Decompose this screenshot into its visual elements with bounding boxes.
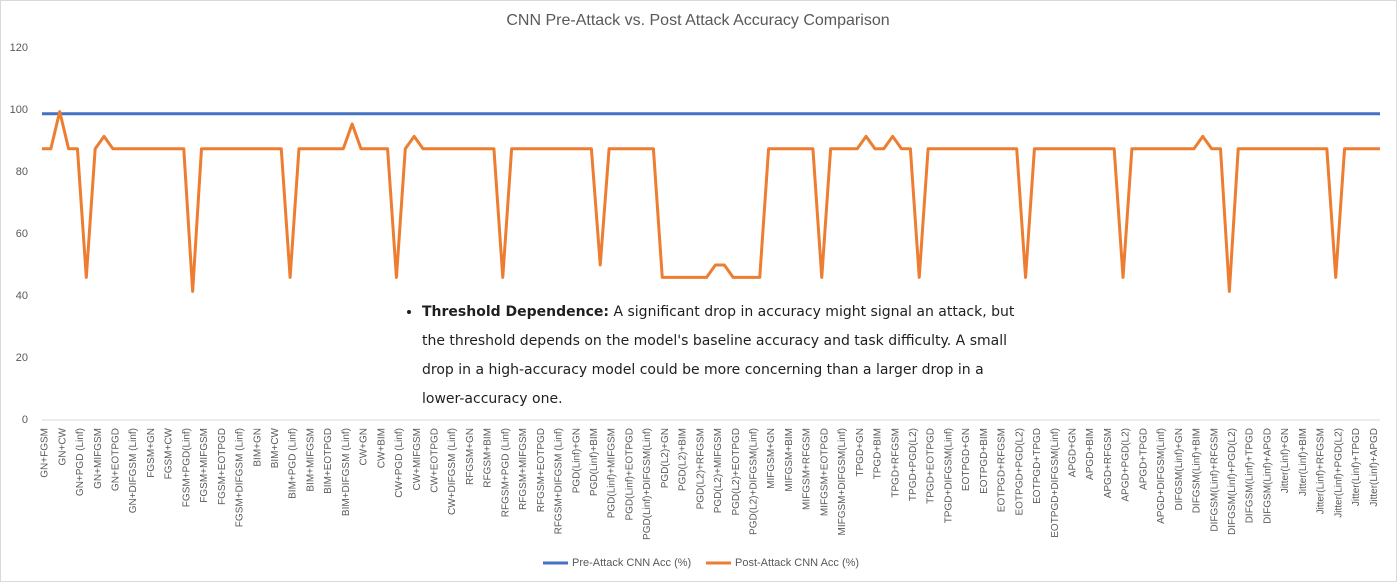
x-tick-label: GN+FGSM xyxy=(40,428,51,478)
legend-label: Post-Attack CNN Acc (%) xyxy=(735,557,859,569)
x-tick-label: TPGD+GN xyxy=(855,428,866,477)
x-tick-label: EOTPGD+TPGD xyxy=(1032,428,1043,504)
x-tick-label: PGD(Linf)+BIM xyxy=(589,428,600,496)
y-tick-label: 80 xyxy=(16,166,28,178)
x-tick-label: FGSM+CW xyxy=(164,427,175,479)
legend-label: Pre-Attack CNN Acc (%) xyxy=(572,557,691,569)
x-tick-label: TPGD+RFGSM xyxy=(890,428,901,498)
x-tick-label: Jitter(Linf)+TPGD xyxy=(1351,428,1362,506)
x-tick-label: Jitter(Linf)+GN xyxy=(1280,428,1291,493)
x-tick-label: GN+CW xyxy=(57,427,68,465)
x-tick-label: DIFGSM(Linf)+APGD xyxy=(1262,428,1273,524)
x-tick-label: CW+PGD (Linf) xyxy=(394,428,405,498)
x-tick-label: BIM+CW xyxy=(270,427,281,468)
x-tick-label: BIM+EOTPGD xyxy=(323,428,334,494)
x-tick-label: DIFGSM(Linf)+BIM xyxy=(1192,428,1203,513)
annotation-item: Threshold Dependence: A significant drop… xyxy=(422,298,1024,414)
x-tick-label: FGSM+EOTPGD xyxy=(217,428,228,505)
x-tick-label: MIFGSM+GN xyxy=(766,428,777,489)
x-tick-label: DIFGSM(Linf)+PGD(L2) xyxy=(1227,428,1238,535)
x-tick-label: APGD+TPGD xyxy=(1138,428,1149,490)
x-tick-label: CW+BIM xyxy=(376,428,387,468)
x-tick-label: PGD(L2)+DIFGSM(Linf) xyxy=(749,428,760,535)
x-tick-label: PGD(L2)+GN xyxy=(660,428,671,488)
x-tick-label: PGD(L2)+RFGSM xyxy=(695,428,706,509)
x-tick-label: RFGSM+DIFGSM (Linf) xyxy=(554,428,565,534)
x-tick-label: APGD+DIFGSM(Linf) xyxy=(1156,428,1167,524)
x-tick-label: BIM+GN xyxy=(252,428,263,467)
chart-title: CNN Pre-Attack vs. Post Attack Accuracy … xyxy=(506,12,889,29)
annotation-box: Threshold Dependence: A significant drop… xyxy=(398,296,1030,412)
y-tick-label: 120 xyxy=(10,42,28,54)
x-tick-label: TPGD+PGD(L2) xyxy=(908,428,919,501)
x-tick-label: PGD(Linf)+EOTPGD xyxy=(624,428,635,521)
y-tick-label: 40 xyxy=(16,290,28,302)
x-tick-label: RFGSM+EOTPGD xyxy=(536,428,547,512)
x-tick-label: TPGD+BIM xyxy=(873,428,884,479)
x-tick-label: TPGD+DIFGSM(Linf) xyxy=(943,428,954,523)
x-tick-label: CW+MIFGSM xyxy=(412,428,423,491)
x-tick-label: MIFGSM+BIM xyxy=(784,428,795,492)
x-tick-label: MIFGSM+DIFGSM(Linf) xyxy=(837,428,848,536)
x-tick-label: CW+EOTPGD xyxy=(430,428,441,493)
x-tick-label: RFGSM+MIFGSM xyxy=(518,428,529,510)
x-tick-label: RFGSM+GN xyxy=(465,428,476,485)
x-tick-label: GN+PGD (Linf) xyxy=(75,428,86,496)
x-tick-label: BIM+PGD (Linf) xyxy=(288,428,299,499)
x-tick-label: FGSM+MIFGSM xyxy=(199,428,210,503)
y-tick-label: 20 xyxy=(16,352,28,364)
annotation-text: A significant drop in accuracy might sig… xyxy=(422,304,1015,407)
x-tick-label: RFGSM+BIM xyxy=(483,428,494,488)
x-tick-label: FGSM+GN xyxy=(146,428,157,478)
x-tick-label: MIFGSM+RFGSM xyxy=(802,428,813,510)
x-tick-label: DIFGSM(Linf)+TPGD xyxy=(1245,428,1256,523)
x-tick-label: EOTPGD+GN xyxy=(961,428,972,491)
x-tick-label: APGD+PGD(L2) xyxy=(1121,428,1132,502)
x-tick-label: EOTPGD+PGD(L2) xyxy=(1014,428,1025,516)
x-tick-label: BIM+DIFGSM (Linf) xyxy=(341,428,352,516)
annotation-list: Threshold Dependence: A significant drop… xyxy=(398,298,1024,414)
x-tick-label: APGD+RFGSM xyxy=(1103,428,1114,498)
x-tick-label: DIFGSM(Linf)+RFGSM xyxy=(1209,428,1220,532)
y-tick-label: 0 xyxy=(22,414,28,426)
x-tick-label: GN+DIFGSM (Linf) xyxy=(128,428,139,513)
x-tick-label: FGSM+PGD(Linf) xyxy=(181,428,192,507)
x-tick-label: CW+GN xyxy=(359,428,370,466)
x-tick-label: CW+DIFGSM (Linf) xyxy=(447,428,458,515)
x-tick-label: FGSM+DIFGSM (Linf) xyxy=(235,428,246,527)
x-tick-label: PGD(Linf)+MIFGSM xyxy=(607,428,618,518)
x-tick-label: Jitter(Linf)+BIM xyxy=(1298,428,1309,496)
y-tick-label: 100 xyxy=(10,104,28,116)
x-tick-label: EOTPGD+DIFGSM(Linf) xyxy=(1050,428,1061,538)
x-tick-label: PGD(L2)+MIFGSM xyxy=(713,428,724,513)
x-tick-label: PGD(Linf)+DIFGSM(Linf) xyxy=(642,428,653,540)
x-tick-label: GN+EOTPGD xyxy=(111,428,122,491)
x-tick-label: GN+MIFGSM xyxy=(93,428,104,489)
x-tick-label: APGD+BIM xyxy=(1085,428,1096,480)
x-tick-label: DIFGSM(Linf)+GN xyxy=(1174,428,1185,511)
annotation-heading: Threshold Dependence: xyxy=(422,304,610,320)
x-tick-label: TPGD+EOTPGD xyxy=(926,428,937,504)
series-line xyxy=(42,110,1380,293)
x-tick-label: APGD+GN xyxy=(1068,428,1079,477)
x-tick-label: PGD(L2)+BIM xyxy=(678,428,689,491)
x-tick-label: BIM+MIFGSM xyxy=(305,428,316,492)
x-tick-label: EOTPGD+BIM xyxy=(979,428,990,494)
x-tick-label: RFGSM+PGD (Linf) xyxy=(500,428,511,517)
x-tick-label: MIFGSM+EOTPGD xyxy=(819,428,830,516)
x-tick-label: PGD(L2)+EOTPGD xyxy=(731,428,742,516)
x-tick-label: PGD(Linf)+GN xyxy=(571,428,582,493)
x-tick-label: Jitter(Linf)+RFGSM xyxy=(1316,428,1327,514)
x-tick-label: Jitter(Linf)+APGD xyxy=(1369,428,1380,507)
x-tick-label: Jitter(Linf)+PGD(L2) xyxy=(1333,428,1344,518)
y-tick-label: 60 xyxy=(16,228,28,240)
x-tick-label: EOTPGD+RFGSM xyxy=(997,428,1008,512)
